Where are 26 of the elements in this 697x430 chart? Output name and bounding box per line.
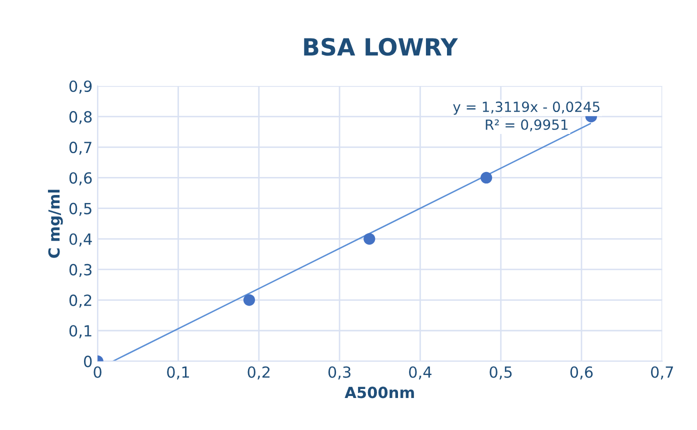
- x-axis-title: A500nm: [344, 386, 414, 398]
- y-tick-label: 0,1: [69, 325, 92, 338]
- x-tick-label: 0,3: [328, 366, 350, 380]
- y-tick-label: 0,9: [69, 80, 92, 94]
- x-tick-label: 0,1: [167, 366, 189, 380]
- x-tick-label: 0,4: [409, 366, 432, 380]
- y-tick-label: 0,2: [69, 294, 92, 308]
- x-tick-label: 0,7: [651, 366, 673, 380]
- y-tick-label: 0,5: [69, 202, 92, 216]
- y-tick-label: 0: [84, 356, 92, 368]
- x-tick-label: 0,6: [570, 366, 593, 380]
- point: [480, 172, 492, 184]
- y-tick-label: 0,7: [69, 142, 92, 155]
- annotation: R² = 0,9951: [486, 119, 568, 132]
- point: [364, 233, 376, 245]
- chart-title: BSA LOWRY: [304, 38, 458, 56]
- y-tick-label: 0,8: [69, 111, 92, 124]
- annotation: y = 1,3119x - 0,0245: [453, 102, 600, 115]
- x-tick-label: 0: [94, 366, 102, 378]
- x-tick-label: 0,2: [248, 366, 270, 380]
- y-axis-title: C mg/ml: [48, 190, 63, 258]
- y-tick-label: 0,6: [69, 172, 92, 186]
- y-tick-label: 0,3: [69, 264, 92, 278]
- y-tick-label: 0,4: [69, 233, 92, 246]
- point: [243, 294, 256, 306]
- x-tick-label: 0,5: [490, 366, 512, 380]
